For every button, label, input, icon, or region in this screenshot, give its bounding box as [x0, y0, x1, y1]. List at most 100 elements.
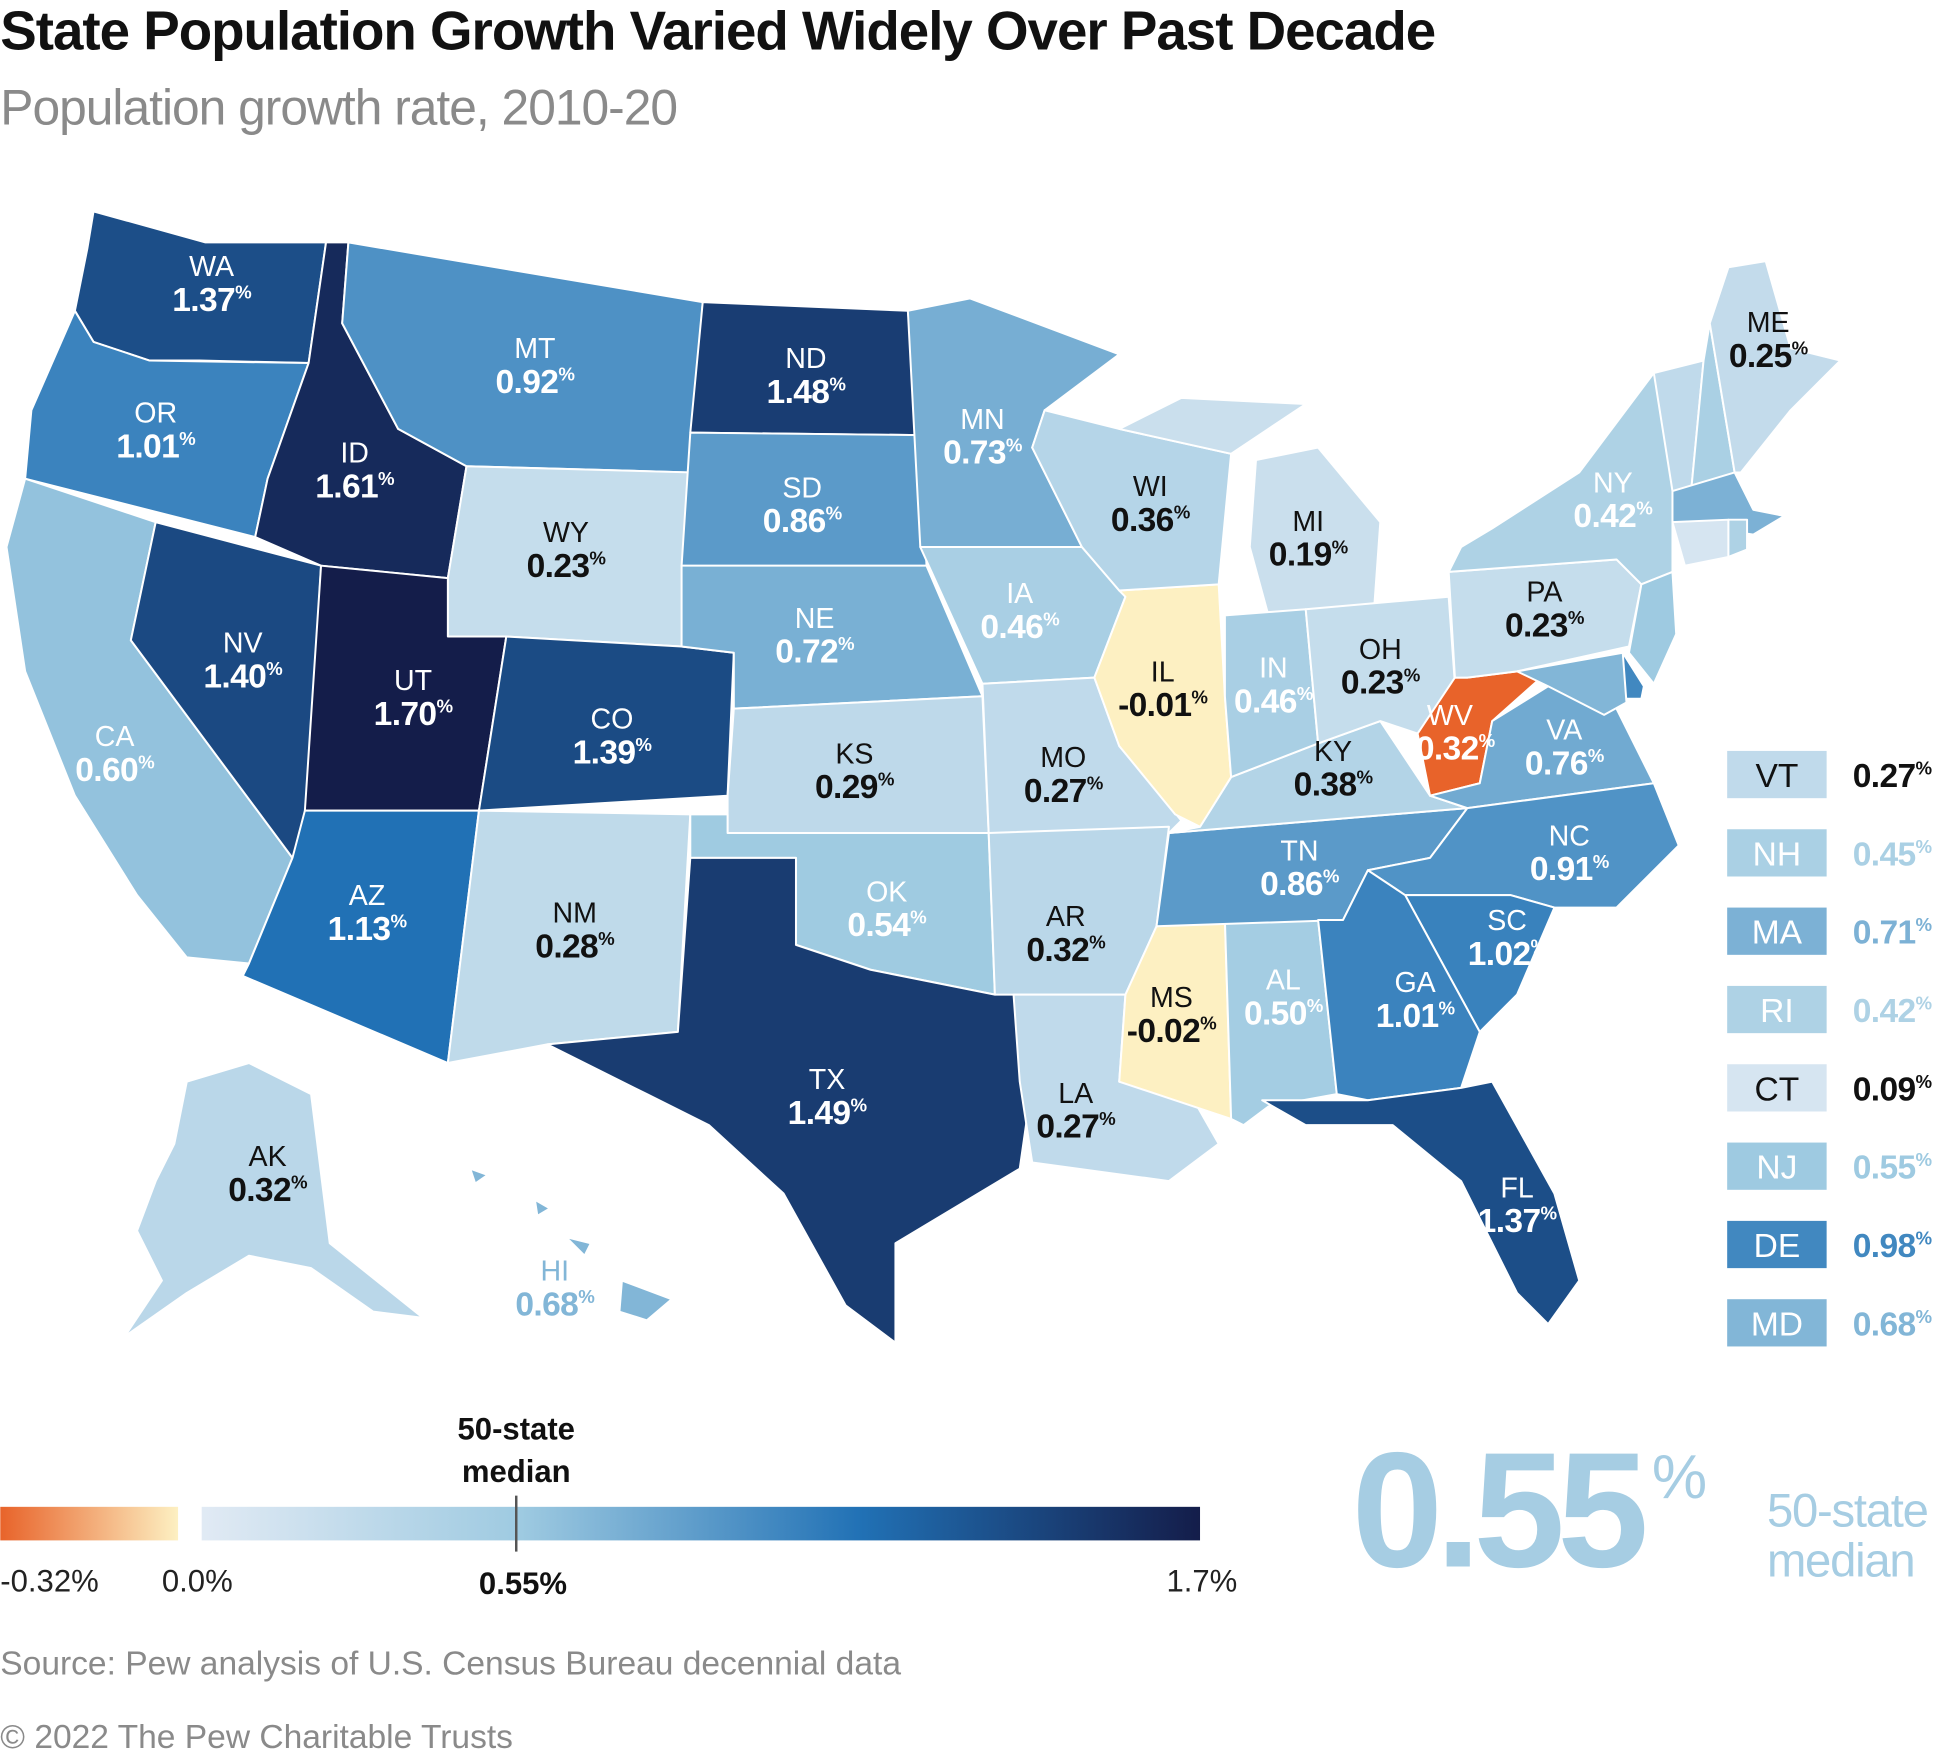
state-value: 0.91%: [1530, 851, 1610, 888]
state-value-number: 0.54: [847, 907, 911, 944]
state-value-number: 0.27: [1024, 773, 1087, 810]
state-abbr: PA: [1526, 577, 1562, 609]
state-value: 0.23%: [527, 547, 607, 584]
state-label-in: IN0.46%: [1234, 653, 1314, 721]
small-state-swatch[interactable]: [1727, 907, 1827, 955]
small-state-swatch[interactable]: [1727, 1299, 1827, 1347]
state-value: 0.19%: [1269, 536, 1349, 573]
state-value-number: 1.40: [203, 659, 266, 696]
small-state-swatch[interactable]: [1727, 1220, 1827, 1269]
small-state-abbr: MA: [1752, 915, 1803, 952]
percent-sign: %: [829, 373, 846, 394]
state-value-number: 0.50: [1244, 995, 1307, 1032]
percent-sign: %: [235, 281, 252, 302]
small-state-swatch[interactable]: [1727, 829, 1827, 877]
state-value-number: 0.46: [1234, 683, 1297, 720]
state-in[interactable]: [1223, 608, 1320, 779]
state-abbr: ND: [785, 343, 826, 375]
state-fl[interactable]: [1261, 1080, 1581, 1326]
state-value-number: 0.72: [775, 634, 838, 671]
state-hi[interactable]: [618, 1279, 673, 1322]
state-ak[interactable]: [123, 1061, 424, 1338]
state-value: 0.27%: [1036, 1108, 1116, 1145]
state-value: 0.29%: [815, 769, 895, 806]
percent-sign: %: [1099, 1108, 1116, 1129]
percent-sign: %: [1332, 536, 1349, 557]
state-label-la: LA0.27%: [1036, 1078, 1116, 1146]
state-co[interactable]: [477, 635, 735, 812]
state-ri[interactable]: [1727, 518, 1749, 558]
state-value-number: 0.42: [1573, 498, 1636, 535]
state-il[interactable]: [1093, 583, 1233, 828]
median-value: 0.55: [1352, 1418, 1645, 1602]
state-abbr: ME: [1747, 307, 1790, 339]
state-tx[interactable]: [546, 856, 1034, 1344]
scale-tick-median: 0.55%: [479, 1566, 567, 1601]
state-label-nc: NC0.91%: [1530, 820, 1610, 888]
percent-sign: %: [1540, 1203, 1557, 1224]
state-label-nm: NM0.28%: [535, 898, 615, 966]
state-value: 0.68%: [515, 1286, 595, 1323]
state-abbr: VA: [1546, 715, 1582, 747]
state-value: 0.25%: [1729, 337, 1809, 374]
small-state-row-vt: VT 0.27%: [1727, 750, 1933, 799]
state-hi[interactable]: [533, 1198, 551, 1217]
small-state-value-number: 0.45: [1853, 836, 1916, 873]
state-value-number: 0.60: [75, 752, 138, 789]
small-state-value: 0.42%: [1853, 993, 1933, 1030]
state-value: 0.32%: [228, 1172, 308, 1209]
median-callout-label-1: 50-state: [1767, 1485, 1928, 1538]
percent-sign: %: [878, 769, 895, 790]
small-state-swatch[interactable]: [1727, 750, 1827, 799]
state-value-number: 1.02: [1468, 936, 1531, 973]
state-abbr: UT: [394, 665, 432, 697]
small-states-legend: VT 0.27% NH 0.45% MA 0.71% RI 0.42% CT 0.09% NJ 0.5…: [1727, 750, 1933, 1347]
percent-sign: %: [1916, 914, 1933, 935]
state-label-il: IL-0.01%: [1118, 656, 1209, 724]
percent-sign: %: [378, 468, 395, 489]
state-me[interactable]: [1708, 260, 1842, 474]
state-label-wy: WY0.23%: [527, 517, 607, 585]
state-abbr: AZ: [349, 880, 386, 912]
state-value: 1.01%: [1376, 998, 1456, 1035]
state-md[interactable]: [1516, 651, 1628, 716]
state-label-sd: SD0.86%: [763, 472, 843, 540]
percent-sign: %: [1916, 836, 1933, 857]
small-state-row-md: MD 0.68%: [1727, 1299, 1933, 1347]
state-value: 0.72%: [775, 633, 855, 670]
small-state-abbr: MD: [1751, 1306, 1803, 1343]
percent-sign: %: [1792, 337, 1809, 358]
state-label-oh: OH0.23%: [1341, 634, 1421, 702]
state-ny[interactable]: [1447, 371, 1674, 586]
median-legend-label-1: 50-state: [458, 1412, 575, 1447]
percent-sign: %: [910, 907, 927, 928]
state-abbr: IN: [1259, 653, 1288, 685]
state-ga[interactable]: [1317, 869, 1481, 1102]
state-abbr: TX: [809, 1064, 846, 1096]
percent-sign: %: [1174, 501, 1191, 522]
percent-sign: %: [179, 428, 196, 449]
state-value-number: 0.76: [1525, 746, 1588, 783]
small-state-row-ma: MA 0.71%: [1727, 907, 1933, 955]
state-value-number: 1.01: [1376, 998, 1439, 1035]
percent-sign: %: [1043, 608, 1060, 629]
state-nj[interactable]: [1627, 570, 1678, 685]
percent-sign: %: [1006, 434, 1023, 455]
state-label-wa: WA1.37%: [172, 251, 252, 319]
state-value: 1.13%: [328, 910, 408, 947]
small-state-swatch[interactable]: [1727, 985, 1827, 1034]
color-scale-legend: 50-state median -0.32% 0.0% 0.55% 1.7%: [0, 1412, 1237, 1601]
percent-sign: %: [1191, 687, 1208, 708]
small-state-value: 0.27%: [1853, 758, 1933, 795]
state-hi[interactable]: [469, 1167, 489, 1185]
state-ct[interactable]: [1671, 518, 1730, 567]
percent-sign: %: [1916, 993, 1933, 1014]
state-label-wi: WI0.36%: [1111, 471, 1191, 539]
state-hi[interactable]: [564, 1236, 592, 1257]
state-label-me: ME0.25%: [1729, 307, 1809, 375]
state-mi[interactable]: [1118, 396, 1307, 455]
small-state-swatch[interactable]: [1727, 1142, 1827, 1190]
small-state-swatch[interactable]: [1727, 1064, 1827, 1112]
state-value: 1.70%: [374, 695, 454, 732]
state-label-ak: AK0.32%: [228, 1141, 308, 1209]
